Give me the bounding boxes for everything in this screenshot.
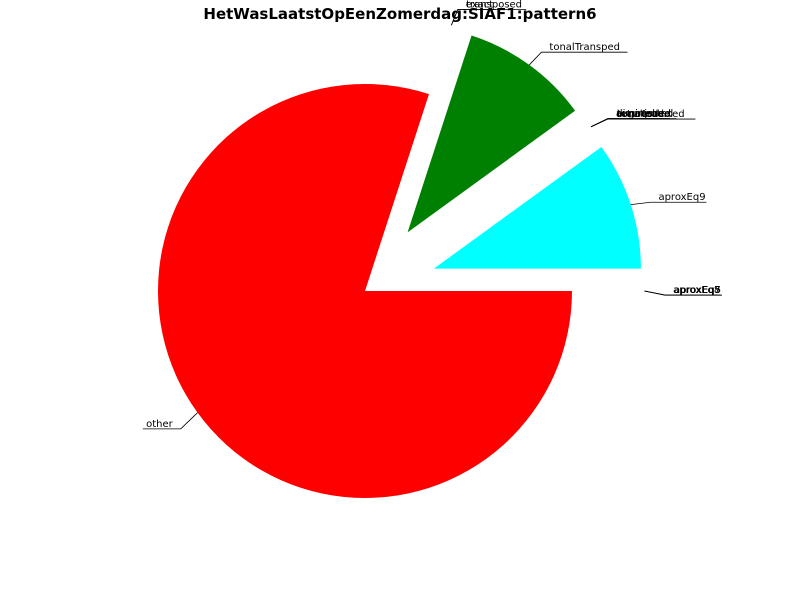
leader-line-aproxeq9 [630,201,707,206]
slice-label-augmented: augmented [616,109,673,120]
pie-slice-aproxeq9 [433,146,641,269]
slice-label-tonalinverted: tonalInverted [617,109,684,120]
slice-label-aproxeq8: aproxEq8 [673,285,720,296]
slice-label-transposed: transposed [466,0,522,11]
slice-label-inverted: inverted [617,109,659,120]
pie-slices [158,35,641,499]
pie-slice-other [158,84,572,499]
pie-slice-tonaltransped [407,35,576,233]
slice-label-retrograde: retrograde [617,109,670,120]
slice-label-aproxeq9: aproxEq9 [658,192,705,203]
chart-title: HetWasLaatstOpEenZomerdag:SIAF1:pattern6 [203,5,596,23]
slice-label-aproxeq7: aproxEq7 [674,285,721,296]
leader-line-tonalinverted [590,118,696,128]
slice-label-diminished: diminished [616,109,671,120]
slice-label-other: other [146,419,174,430]
slice-label-tonaltransped: tonalTransped [549,42,620,53]
leader-line-other [142,412,198,430]
slice-label-aproxeq5: aproxEq5 [674,285,721,296]
slice-label-exact: exact [466,0,494,11]
leader-line-transposed [450,9,527,26]
leader-line-aproxeq5 [644,290,722,296]
leader-line-tonaltransped [528,51,628,66]
